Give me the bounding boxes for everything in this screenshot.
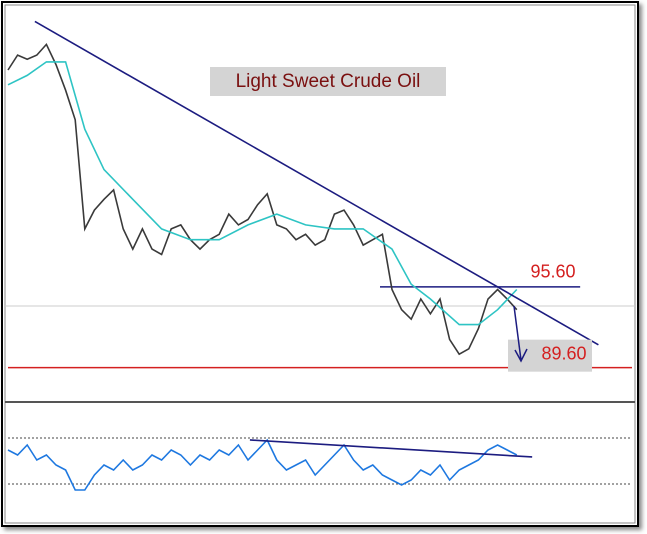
trend-line [34, 20, 599, 346]
plot: 95.60 89.60 Light Sweet Crude Oil [7, 20, 632, 491]
level-label-bg [508, 339, 592, 372]
level-label: 95.60 [530, 262, 575, 282]
level-label: 89.60 [541, 343, 586, 363]
series-line [7, 42, 518, 356]
arrow [513, 305, 528, 363]
chart-title: Light Sweet Crude Oil [236, 71, 421, 92]
series-line [7, 61, 518, 326]
inner-frame [4, 4, 636, 524]
title-bg [210, 67, 446, 96]
series-line [7, 438, 518, 491]
trend-line [249, 439, 533, 458]
